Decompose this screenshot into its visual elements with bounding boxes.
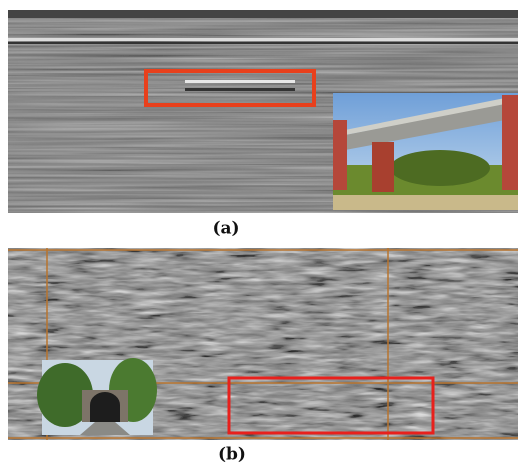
gpr-reflector-shadow: [8, 42, 518, 44]
panel-a: (a): [8, 10, 518, 239]
bridge-photo: [333, 93, 518, 210]
panel-label: (b): [218, 445, 246, 465]
panel-label: (a): [212, 219, 239, 239]
target-dark: [185, 88, 295, 91]
photo-pillar-mid: [372, 142, 394, 192]
gpr-top-band: [8, 10, 518, 18]
figure: (a) (b): [0, 0, 520, 466]
photo-pillar-left: [333, 120, 347, 190]
page: (a) (b) (() => { const data = JSON.parse…: [0, 0, 520, 466]
gpr-reflector: [8, 38, 518, 41]
photo-tunnel: [90, 392, 120, 422]
panel-b: (b): [8, 248, 518, 465]
photo-ground: [333, 195, 518, 210]
photo-pillar-right: [502, 95, 518, 190]
tunnel-photo: [37, 358, 157, 435]
photo-bushes: [390, 150, 490, 186]
target-bright: [185, 80, 295, 83]
